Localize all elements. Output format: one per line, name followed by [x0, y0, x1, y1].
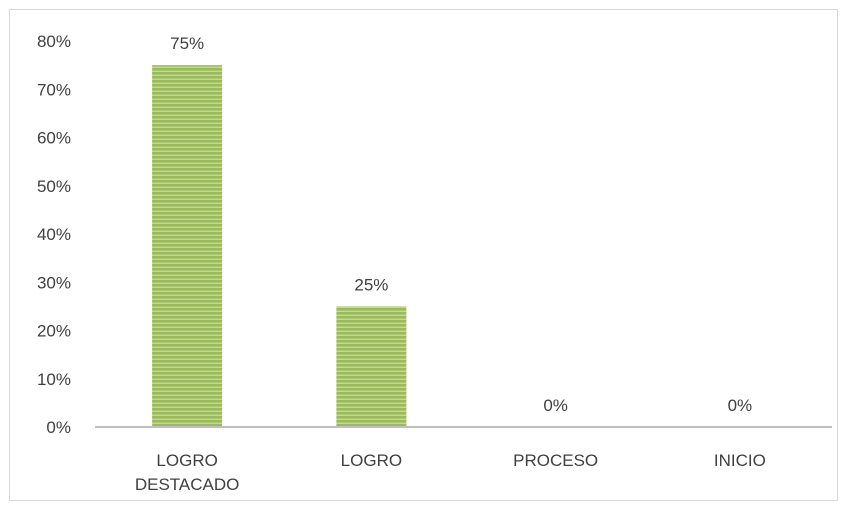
- y-tick-label: 60%: [37, 129, 71, 148]
- y-tick-label: 0%: [46, 418, 71, 437]
- data-label: 0%: [728, 396, 753, 415]
- data-labels: 75% 25% 0% 0%: [170, 34, 752, 415]
- y-tick-label: 50%: [37, 177, 71, 196]
- bar: [152, 65, 223, 427]
- bars: [152, 65, 407, 427]
- category-label: INICIO: [714, 451, 766, 470]
- y-tick-label: 80%: [37, 32, 71, 51]
- y-tick-label: 40%: [37, 225, 71, 244]
- bar: [336, 306, 407, 427]
- data-label: 25%: [354, 275, 388, 294]
- y-tick-label: 30%: [37, 273, 71, 292]
- category-label: PROCESO: [513, 451, 598, 470]
- category-label: LOGRO: [341, 451, 402, 470]
- chart-frame: [9, 9, 838, 501]
- y-tick-label: 70%: [37, 80, 71, 99]
- category-label: LOGRO DESTACADO: [135, 451, 240, 494]
- y-tick-label: 10%: [37, 370, 71, 389]
- data-label: 0%: [543, 396, 568, 415]
- data-label: 75%: [170, 34, 204, 53]
- category-labels: LOGRO DESTACADO LOGRO PROCESO INICIO: [135, 451, 766, 494]
- y-tick-label: 20%: [37, 322, 71, 341]
- y-axis-ticks: 0% 10% 20% 30% 40% 50% 60% 70% 80%: [37, 32, 71, 437]
